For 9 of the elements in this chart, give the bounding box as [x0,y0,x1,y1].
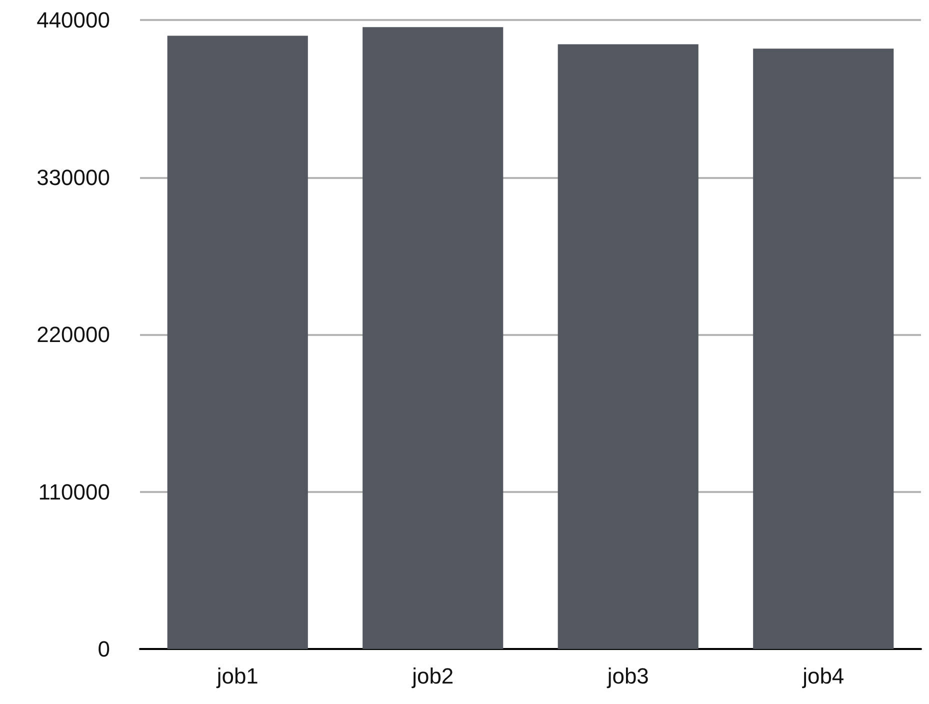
y-tick-label: 0 [98,636,110,662]
y-tick-label: 330000 [36,164,110,190]
x-tick-label: job1 [216,664,258,688]
x-tick-label: job3 [606,664,649,688]
y-tick-label: 440000 [36,8,110,32]
y-tick-label: 220000 [36,322,110,347]
x-tick-label: job2 [411,664,454,688]
x-tick-label: job4 [802,664,844,688]
y-tick-label: 110000 [38,479,110,504]
